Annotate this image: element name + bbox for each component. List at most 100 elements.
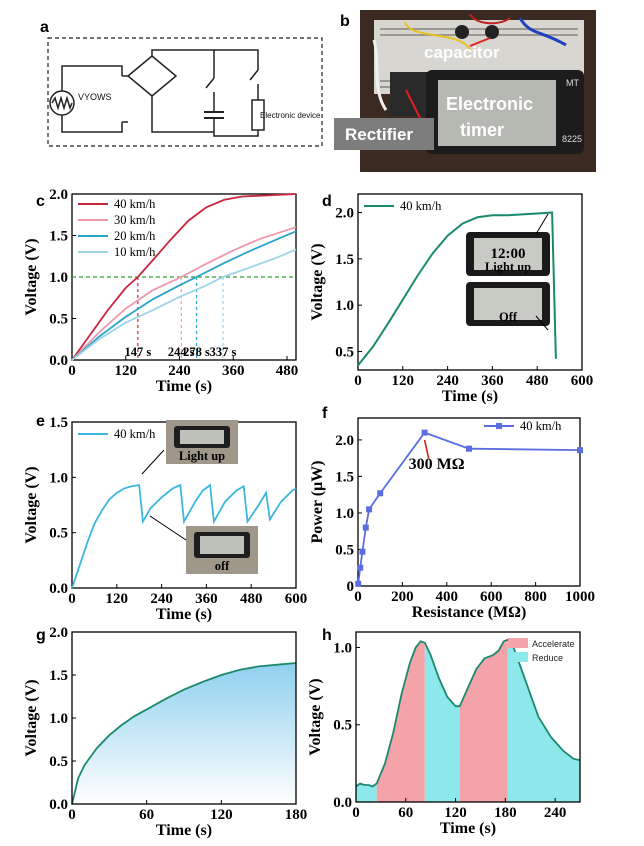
inset-label: Light up (179, 449, 225, 463)
panel-a: a VYOWS Electronic device (40, 19, 323, 147)
panel-b: b MT 8225 capacitor Electronic timer Rec… (334, 10, 596, 172)
source-zigzag (51, 95, 73, 111)
x-axis-label: Time (s) (440, 820, 496, 837)
timer-label-line2: timer (460, 120, 504, 140)
x-tick-label: 120 (392, 373, 415, 389)
marker-label: 244 s (168, 345, 195, 359)
x-tick-label: 120 (106, 591, 129, 607)
data-point (421, 429, 428, 436)
switch-2 (249, 69, 259, 81)
y-tick-label: 0.5 (49, 312, 68, 328)
panel-letter-a: a (40, 19, 49, 36)
x-tick-label: 240 (436, 373, 459, 389)
series-line (71, 226, 297, 361)
x-tick-label: 0 (68, 363, 76, 379)
region-reduce (424, 642, 460, 802)
capacitor-1 (455, 25, 469, 39)
inset-arrow (535, 315, 549, 331)
circuit-dashed-frame (47, 37, 323, 147)
legend-swatch (508, 638, 528, 648)
region-reduce (356, 783, 377, 802)
x-tick-label: 0 (68, 591, 76, 607)
x-tick-label: 240 (168, 363, 191, 379)
series-line (357, 431, 581, 584)
circuit-diagram (49, 49, 265, 137)
legend-entry: 40 km/h (520, 419, 562, 433)
y-tick-label: 0.5 (333, 718, 352, 734)
x-tick-label: 60 (139, 807, 154, 823)
photo-inset-screen (180, 430, 224, 444)
x-axis-label: Time (s) (156, 822, 212, 839)
timer-inset-screen (474, 238, 542, 270)
area-fill (72, 663, 296, 804)
legend-entry: 20 km/h (114, 229, 156, 243)
x-tick-label: 0 (354, 373, 362, 389)
y-tick-label: 0.0 (49, 581, 68, 597)
data-point (362, 524, 369, 531)
data-point (355, 580, 362, 587)
y-axis-label: Power (μW) (309, 461, 326, 544)
legend-entry: Reduce (532, 653, 563, 663)
marker-label: 278 s (183, 345, 210, 359)
x-tick-label: 0 (68, 807, 76, 823)
x-tick-label: 480 (276, 363, 299, 379)
series-line (355, 638, 581, 788)
x-tick-label: 480 (240, 591, 263, 607)
annotation-label: 300 MΩ (409, 456, 465, 473)
x-tick-label: 0 (354, 589, 362, 605)
x-axis-label: Resistance (MΩ) (412, 604, 527, 621)
legend-entry: 40 km/h (114, 197, 156, 211)
y-tick-label: 0.5 (49, 754, 68, 770)
x-tick-label: 180 (494, 805, 517, 821)
y-tick-label: 0.0 (49, 353, 68, 369)
panel-letter-d: d (322, 193, 332, 210)
source-label: VYOWS (78, 92, 112, 102)
legend-entry: 10 km/h (114, 245, 156, 259)
inset-label: off (215, 559, 230, 573)
blue-wire (518, 17, 567, 47)
series-line (357, 211, 557, 367)
y-tick-label: 0.0 (333, 795, 352, 811)
series-line (71, 230, 297, 361)
y-tick-label: 2.0 (335, 433, 354, 449)
data-point (366, 506, 373, 513)
inset-arrow (149, 515, 187, 541)
x-tick-label: 200 (391, 589, 414, 605)
x-tick-label: 360 (195, 591, 218, 607)
x-tick-label: 0 (352, 805, 360, 821)
chart-e: e 0 120 240 360 480 600 0.0 0.5 1.0 1.5 Time (s) Vol… (23, 413, 307, 623)
x-tick-label: 600 (285, 591, 308, 607)
data-point (577, 447, 583, 454)
y-axis-label: Voltage (V) (23, 679, 40, 756)
plot-frame (355, 631, 581, 803)
x-tick-label: 600 (480, 589, 503, 605)
x-tick-label: 240 (150, 591, 173, 607)
y-tick-label: 0.5 (335, 542, 354, 558)
chart-d: d 0 120 240 360 480 600 0.5 1.0 1.5 2.0 Time (s) Vol… (309, 193, 593, 405)
y-tick-label: 1.5 (49, 415, 68, 431)
region-reduce (507, 639, 580, 802)
x-tick-label: 240 (544, 805, 567, 821)
x-tick-label: 600 (571, 373, 594, 389)
capacitor-symbol (204, 111, 224, 119)
plot-frame (357, 417, 581, 587)
x-tick-label: 360 (222, 363, 245, 379)
legend-swatch (508, 652, 528, 662)
panel-letter-g: g (36, 627, 46, 644)
x-tick-label: 360 (481, 373, 504, 389)
chart-c: c 0 120 240 360 480 0.0 0.5 1.0 1.5 2.0 Time (s) Vol… (23, 187, 298, 395)
panel-letter-f: f (322, 405, 328, 422)
rectifier-label: Rectifier (345, 125, 413, 144)
series-line (71, 483, 297, 589)
y-axis-label: Voltage (V) (307, 678, 324, 755)
x-tick-label: 120 (444, 805, 467, 821)
x-tick-label: 120 (115, 363, 138, 379)
inset-label: Off (499, 310, 518, 324)
bridge-rectifier (126, 55, 178, 97)
series-line (71, 193, 297, 361)
y-tick-label: 0.0 (49, 797, 68, 813)
series-line (71, 662, 297, 805)
region-accelerate (376, 641, 425, 802)
x-tick-label: 400 (436, 589, 459, 605)
switch-1 (205, 77, 215, 89)
